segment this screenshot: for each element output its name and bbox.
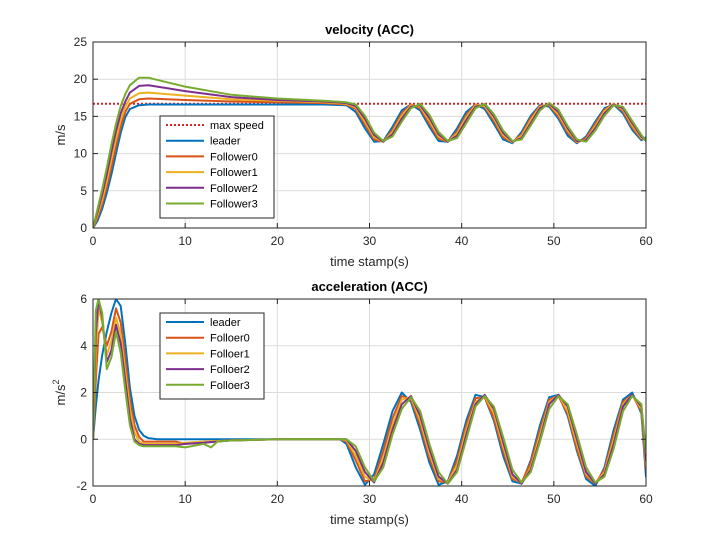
y-tick-label: 4 [80,339,87,353]
x-axis-label: time stamp(s) [330,512,409,527]
legend-label: max speed [210,120,264,132]
x-tick-label: 40 [455,492,469,506]
chart-1: 0 10 20 30 40 50 60 0 5 10 15 20 25 velocity (ACC) tim… [53,22,653,269]
x-tick-label: 60 [639,234,653,248]
x-tick-label: 40 [455,234,469,248]
y-axis-label-superscript: 2 [51,380,61,385]
legend-label: Folloer1 [210,348,250,360]
y-tick-label: 2 [80,386,87,400]
y-tick-label: 6 [80,292,87,306]
series-line-folloer1 [93,307,646,485]
chart-title: acceleration (ACC) [311,279,427,294]
y-axis-label-text: m/s [53,384,68,405]
x-tick-label: 30 [363,492,377,506]
y-tick-label: -2 [76,479,87,493]
y-axis-label-text: m/s [53,124,68,145]
y-tick-label: 20 [74,72,88,86]
legend-box [159,115,275,219]
x-tick-label: 60 [639,492,653,506]
legend-label: Folloer2 [210,364,250,376]
x-tick-label: 10 [178,234,192,248]
series-line-folloer0 [93,307,646,485]
y-axis-label: m/s [53,124,68,145]
legend: leader Folloer0 Folloer1 Folloer2 Folloer3 [159,312,265,400]
series-layer [93,76,646,228]
legend: max speed leader Follower0 Follower1 Followe… [159,115,275,219]
x-tick-label: 20 [271,492,285,506]
y-tick-label: 0 [80,221,87,235]
y-tick-label: 5 [80,184,87,198]
x-tick-label: 10 [178,492,192,506]
x-tick-label: 0 [90,234,97,248]
x-tick-label: 20 [271,234,285,248]
legend-label: Follower0 [210,151,258,163]
x-tick-label: 50 [547,234,561,248]
x-tick-label: 30 [363,234,377,248]
legend-label: Folloer3 [210,380,250,392]
legend-label: Follower1 [210,167,258,179]
chart-title: velocity (ACC) [325,22,414,37]
series-line-folloer3 [93,299,646,485]
y-axis-label: m/s2 [51,380,68,406]
legend-label: Follower3 [210,199,258,211]
legend-label: leader [210,136,241,148]
y-tick-label: 25 [74,35,88,49]
x-axis-label: time stamp(s) [330,254,409,269]
y-tick-label: 0 [80,432,87,446]
x-tick-label: 50 [547,492,561,506]
series-line-follower3 [93,76,646,228]
legend-label: leader [210,317,241,329]
x-tick-label: 0 [90,492,97,506]
legend-label: Folloer0 [210,333,250,345]
y-tick-label: 10 [74,147,88,161]
legend-label: Follower2 [210,183,258,195]
series-layer [93,299,646,486]
y-tick-label: 15 [74,109,88,123]
